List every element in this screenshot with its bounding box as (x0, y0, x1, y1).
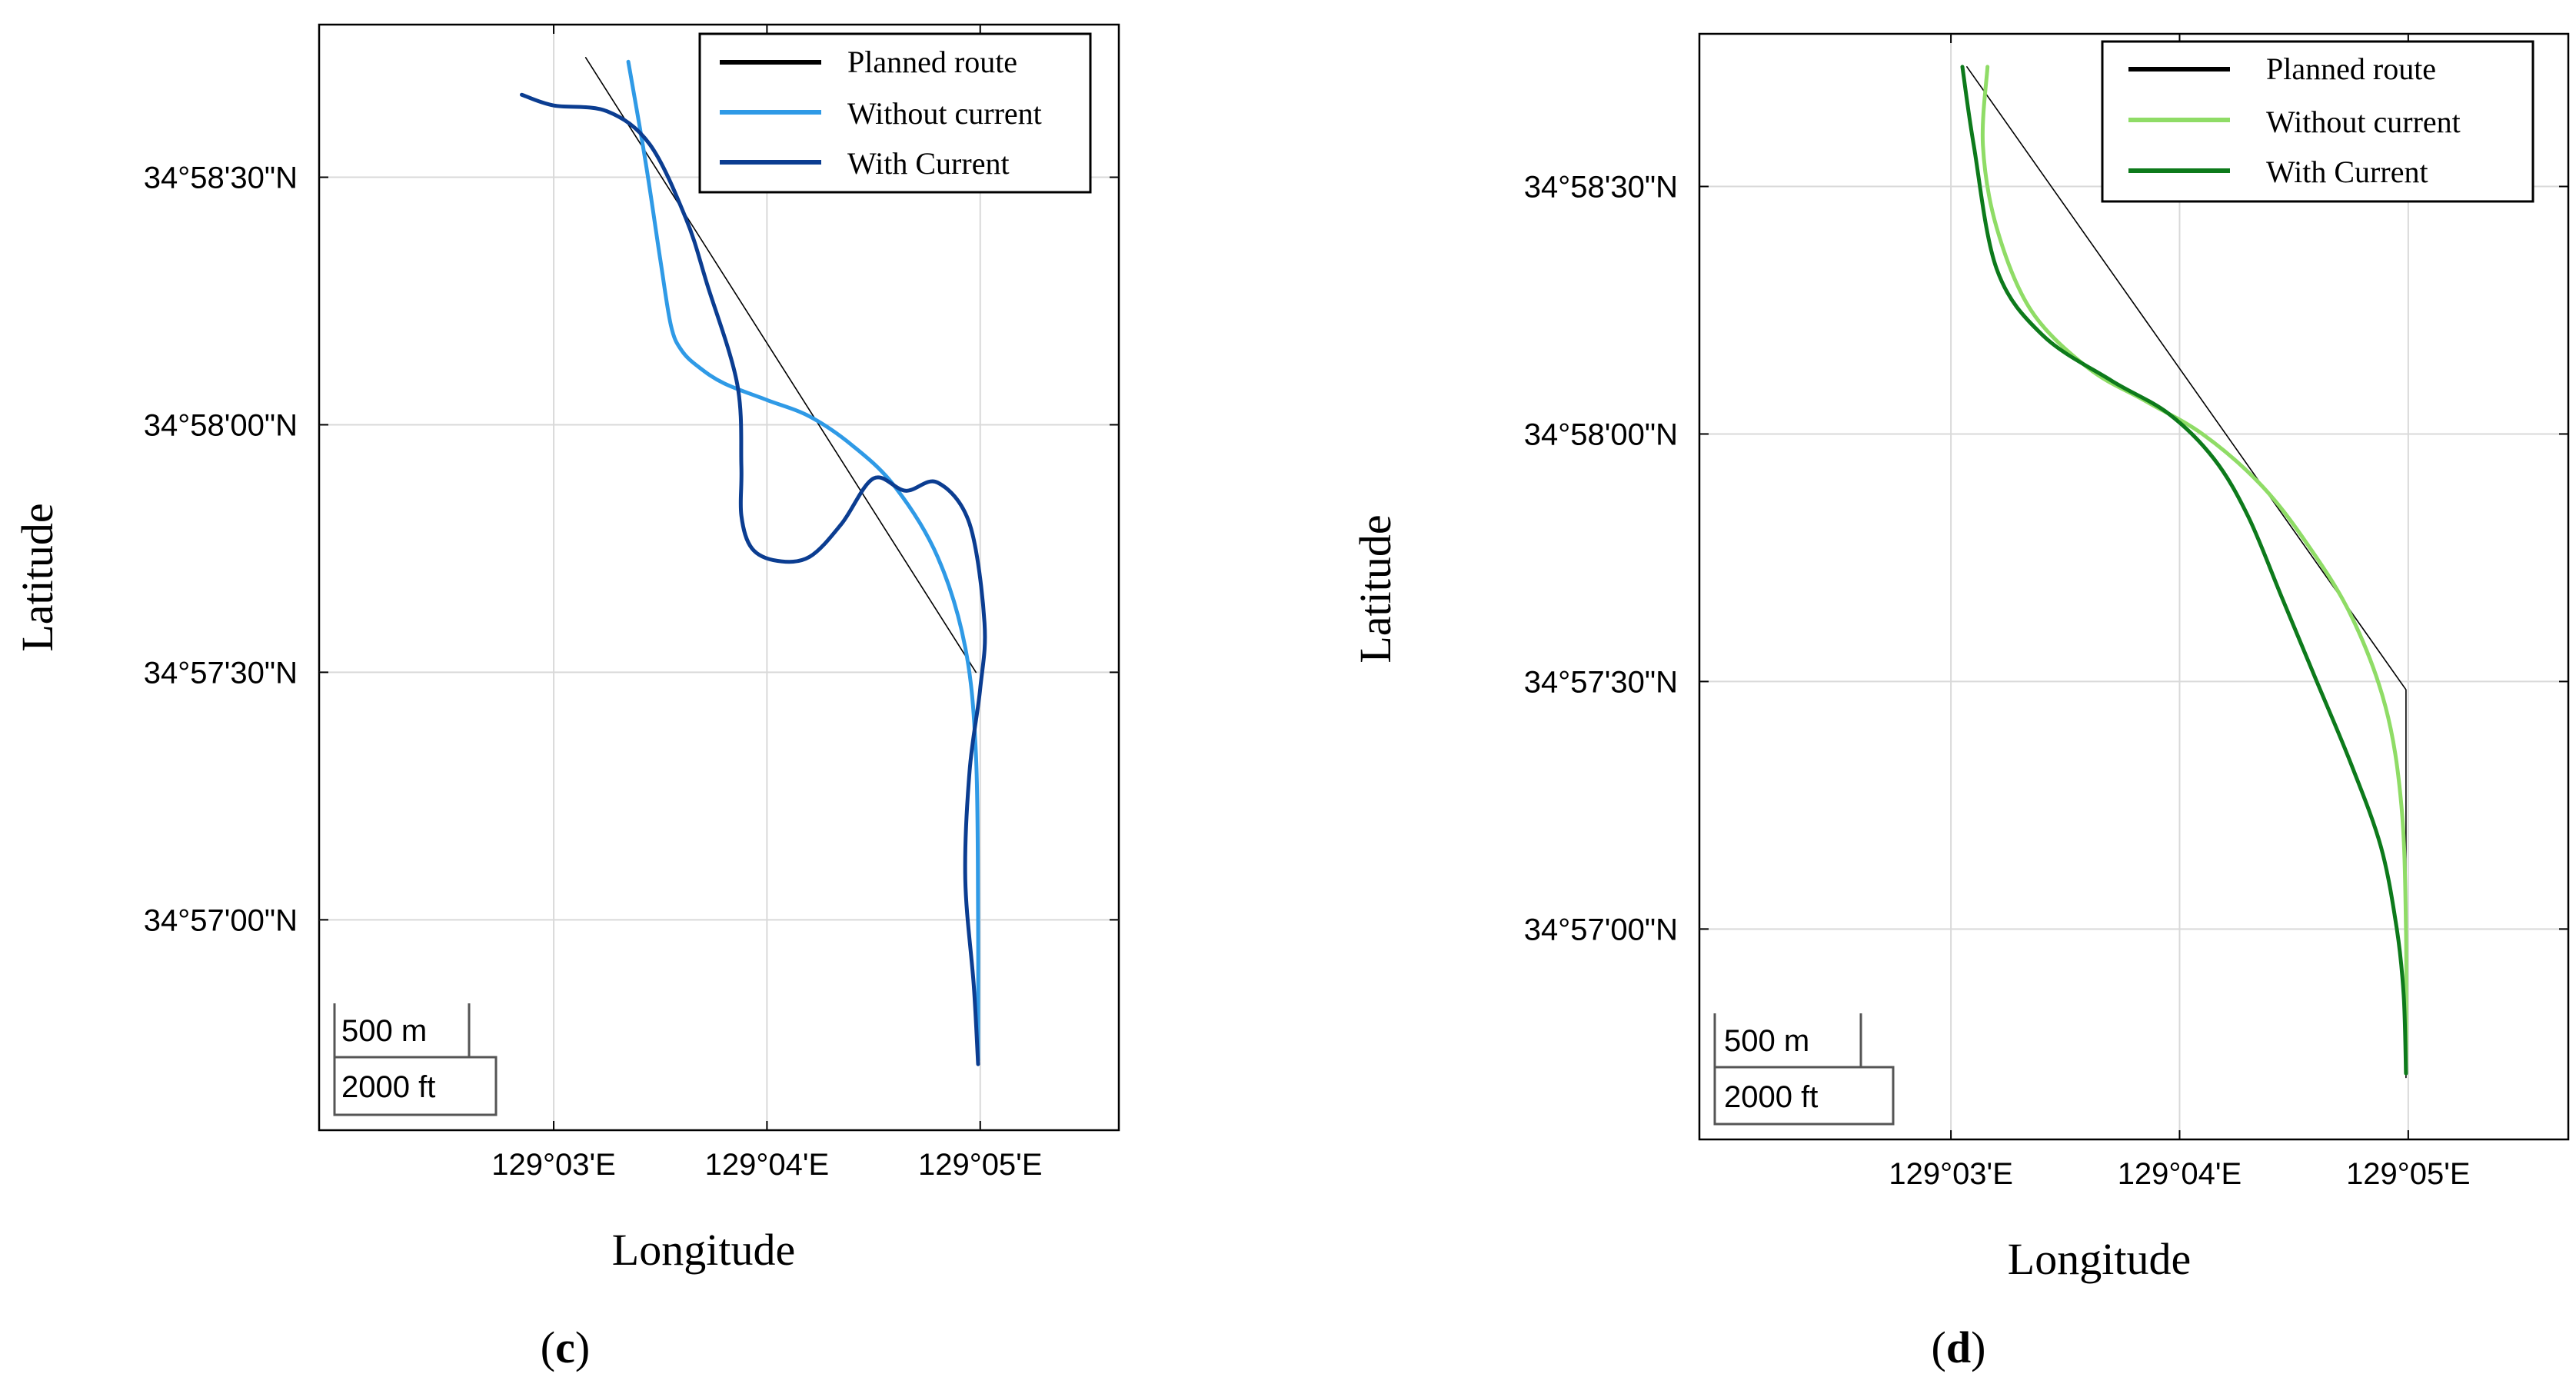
legend-label-with-d: With Current (2266, 155, 2428, 189)
panel-c: 129°03'E 129°04'E 129°05'E 34°58'30"N 34°58'… (12, 23, 1120, 1372)
caption-c: (c) (541, 1322, 590, 1372)
x-tick-label-c: 129°03'E (491, 1148, 616, 1182)
y-axis-label-c: Latitude (12, 503, 62, 651)
y-tick-label-c: 34°57'30"N (144, 656, 298, 690)
x-tick-label-c: 129°04'E (705, 1148, 830, 1182)
series-d (1960, 65, 2408, 1079)
plot-frame-c (318, 23, 1120, 1132)
legend-label-without-d: Without current (2266, 105, 2461, 139)
scale-imperial-d: 2000 ft (1724, 1080, 1818, 1114)
caption-close-c: ) (575, 1322, 590, 1372)
series-line-with-current-c (520, 92, 987, 1066)
y-tick-label-c: 34°57'00"N (144, 903, 298, 937)
legend-d: Planned route Without current With Curre… (2101, 40, 2534, 203)
x-tick-label-d: 129°03'E (1889, 1157, 2013, 1191)
series-line-without-current-d (1980, 65, 2408, 1076)
legend-label-with-c: With Current (847, 146, 1010, 181)
legend-label-planned-c: Planned route (847, 45, 1017, 79)
y-tick-label-d: 34°57'00"N (1524, 913, 1678, 946)
y-tick-label-c: 34°58'30"N (144, 161, 298, 195)
series-line-without-current-c (626, 59, 980, 1063)
scale-bar-lines-d (1713, 1013, 1895, 1126)
x-axis-label-c: Longitude (612, 1225, 795, 1275)
series-line-with-current-d (1960, 65, 2408, 1076)
ticks-c: 129°03'E 129°04'E 129°05'E 34°58'30"N 34°58'… (144, 25, 1119, 1182)
scale-bar-c: 500 m 2000 ft (333, 1003, 498, 1116)
caption-open-d: ( (1932, 1322, 1946, 1372)
scale-bar-lines-c (333, 1003, 498, 1116)
scale-metric-d: 500 m (1724, 1024, 1809, 1058)
y-axis-label-d: Latitude (1350, 514, 1400, 663)
caption-letter-c: c (555, 1322, 575, 1372)
legend-label-planned-d: Planned route (2266, 52, 2436, 86)
y-tick-label-c: 34°58'00"N (144, 408, 298, 442)
panel-d: 129°03'E 129°04'E 129°05'E 34°58'30"N 34°58'… (1350, 32, 2570, 1372)
scale-bar-d: 500 m 2000 ft (1713, 1013, 1895, 1126)
legend-label-without-c: Without current (847, 96, 1042, 131)
caption-letter-d: d (1946, 1322, 1971, 1372)
x-tick-label-d: 129°05'E (2346, 1157, 2471, 1191)
scale-metric-c: 500 m (341, 1014, 427, 1048)
y-tick-label-d: 34°58'00"N (1524, 417, 1678, 451)
plot-frame-d (1698, 32, 2570, 1141)
x-tick-label-c: 129°05'E (918, 1148, 1043, 1182)
x-tick-label-d: 129°04'E (2118, 1157, 2242, 1191)
series-line-planned-route-c (584, 57, 977, 674)
caption-close-d: ) (1971, 1322, 1985, 1372)
y-tick-label-d: 34°57'30"N (1524, 665, 1678, 699)
x-axis-label-d: Longitude (2008, 1234, 2191, 1284)
ticks-d: 129°03'E 129°04'E 129°05'E 34°58'30"N 34°58'… (1524, 34, 2568, 1191)
scale-imperial-c: 2000 ft (341, 1070, 435, 1104)
y-tick-label-d: 34°58'30"N (1524, 171, 1678, 205)
grid-d (1699, 34, 2568, 1139)
legend-c: Planned route Without current With Curre… (698, 32, 1092, 194)
series-c (520, 57, 987, 1066)
caption-open-c: ( (541, 1322, 555, 1372)
caption-d: (d) (1932, 1322, 1986, 1372)
grid-c (319, 25, 1119, 1130)
